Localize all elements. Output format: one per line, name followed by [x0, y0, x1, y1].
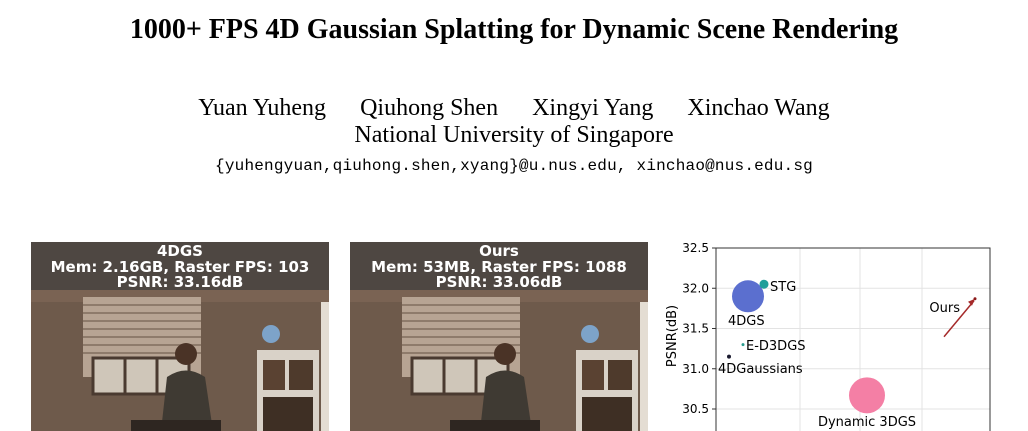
- memory-fps-label: Mem: 2.16GB, Raster FPS: 103: [50, 258, 310, 276]
- data-point: [732, 280, 764, 313]
- memory-fps-label: Mem: 53MB, Raster FPS: 1088: [371, 258, 627, 276]
- paper-title: 1000+ FPS 4D Gaussian Splatting for Dyna…: [129, 14, 899, 45]
- method-label: Ours: [479, 242, 519, 260]
- comparison-frame-ours: Ours Mem: 53MB, Raster FPS: 1088 PSNR: 3…: [350, 242, 648, 431]
- y-tick-label: 32.0: [682, 281, 709, 295]
- author-list: Yuan Yuheng Qiuhong Shen Xingyi Yang Xin…: [0, 93, 1028, 123]
- point-label: E-D3DGS: [746, 339, 806, 354]
- y-axis-ticks: 32.5 32.0 31.5 31.0 30.5: [682, 241, 716, 416]
- metrics-overlay: [350, 242, 648, 290]
- y-axis-label: PSNR(dB): [665, 305, 680, 367]
- y-tick-label: 32.5: [682, 241, 709, 255]
- plot-frame: [715, 247, 991, 431]
- metrics-overlay: [31, 242, 329, 290]
- y-tick-label: 30.5: [682, 402, 709, 416]
- arrow-head: [968, 298, 975, 306]
- point-label: STG: [770, 280, 796, 295]
- method-label: 4DGS: [156, 242, 203, 260]
- y-tick-label: 31.5: [682, 322, 709, 336]
- comparison-frame-4dgs: 4DGS Mem: 2.16GB, Raster FPS: 103 PSNR: …: [31, 242, 329, 431]
- author-name: Yuan Yuheng: [198, 95, 327, 121]
- data-point: [973, 297, 977, 301]
- data-points: 4DGS STG E-D3DGS 4DGaussians Dynamic 3DGS Our…: [718, 279, 977, 430]
- author-name: Xingyi Yang: [532, 95, 654, 121]
- point-label: 4DGaussians: [718, 362, 803, 377]
- author-name: Qiuhong Shen: [360, 95, 499, 121]
- psnr-label: PSNR: 33.06dB: [435, 273, 563, 291]
- improvement-arrow: [943, 300, 975, 338]
- point-label: Dynamic 3DGS: [818, 415, 916, 430]
- author-emails: {yuhengyuan,qiuhong.shen,xyang}@u.nus.ed…: [215, 157, 813, 175]
- data-point: [727, 354, 731, 359]
- point-label: Ours: [929, 301, 960, 316]
- affiliation: National University of Singapore: [354, 122, 674, 148]
- data-point: [741, 343, 745, 347]
- data-point: [759, 279, 769, 289]
- psnr-label: PSNR: 33.16dB: [116, 273, 244, 291]
- data-point: [849, 377, 885, 414]
- point-label: 4DGS: [728, 314, 765, 329]
- author-name: Xinchao Wang: [687, 95, 830, 121]
- psnr-scatter-chart: 32.5 32.0 31.5 31.0 30.5 PSNR(dB) 4DGS STG E-D…: [665, 241, 991, 431]
- y-tick-label: 31.0: [682, 362, 709, 376]
